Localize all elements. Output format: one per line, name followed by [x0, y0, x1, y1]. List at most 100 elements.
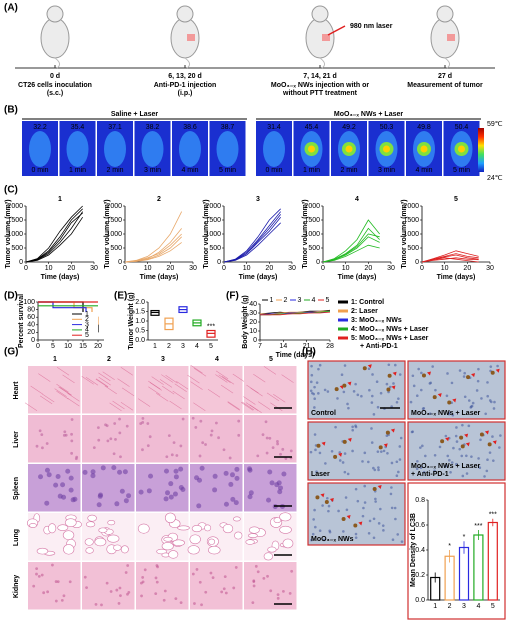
nucleus — [193, 602, 196, 605]
nucleus — [126, 564, 130, 567]
y-axis-label: Body Weight (g) — [242, 295, 249, 349]
nucleus — [448, 458, 451, 462]
nucleus — [372, 466, 375, 470]
nucleus — [343, 364, 347, 367]
arrow — [347, 381, 352, 386]
nucleus — [372, 517, 376, 521]
lc3b-stain — [459, 435, 464, 440]
nucleus — [56, 580, 60, 584]
nucleus — [46, 472, 52, 478]
nucleus — [170, 453, 174, 457]
nucleus — [117, 601, 121, 605]
nucleus — [422, 470, 426, 474]
nucleus — [422, 407, 426, 410]
nucleus — [96, 502, 102, 508]
nucleus — [199, 465, 205, 471]
nucleus — [96, 426, 100, 430]
nucleus — [265, 436, 269, 440]
fiber — [120, 401, 134, 411]
y-tick-label: 0 — [253, 337, 257, 344]
series-line — [25, 205, 83, 263]
nucleus — [35, 572, 38, 576]
nucleus — [111, 465, 117, 471]
nucleus — [277, 485, 283, 491]
nucleus — [141, 576, 145, 579]
fiber — [85, 376, 99, 386]
nucleus — [146, 444, 150, 448]
y-axis-label: Tumor volume (mm³) — [5, 199, 12, 268]
arrow — [445, 437, 450, 442]
x-tick-label: 10 — [342, 265, 350, 272]
nucleus — [318, 363, 322, 367]
nucleus — [344, 496, 348, 499]
time-label: 0 min — [265, 167, 282, 174]
y-axis-label: Tumor volume (mm³) — [302, 199, 309, 268]
legend-label: 2: Laser — [351, 308, 378, 315]
nucleus — [313, 508, 316, 512]
nucleus — [143, 568, 147, 572]
tissue-image — [136, 366, 189, 414]
nucleus — [444, 464, 448, 468]
group-title: MoO₃₋ₓ NWs + Laser — [334, 111, 403, 118]
nucleus — [224, 591, 228, 595]
legend-label: 2 — [85, 316, 89, 323]
x-tick-label: 0 — [222, 265, 226, 272]
fiber — [39, 395, 53, 405]
y-tick-label: 2000 — [403, 203, 419, 210]
alveolus — [248, 533, 258, 538]
nucleus — [125, 424, 129, 428]
alveolus — [62, 530, 75, 540]
nucleus — [68, 487, 74, 493]
timeline-desc: (s.c.) — [47, 90, 63, 97]
alveolus — [263, 552, 273, 561]
bar — [444, 555, 455, 601]
legend-label: 4 — [85, 327, 89, 334]
alveolus — [29, 523, 37, 528]
x-axis-label: Time (days) — [338, 274, 377, 281]
series-line — [322, 233, 380, 263]
column-label: 5 — [269, 356, 273, 363]
series-line — [421, 254, 479, 263]
alveolus — [164, 512, 176, 524]
series-line — [421, 257, 479, 263]
fiber — [266, 392, 280, 402]
nucleus — [68, 475, 74, 481]
nucleus — [315, 381, 319, 384]
x-tick-label: 30 — [189, 265, 197, 272]
ihc-label: MoO₃₋ₓ NWs + Laser — [411, 410, 480, 417]
hot-spot-core — [420, 145, 428, 153]
legend-label: 1 — [85, 311, 89, 318]
fiber — [104, 385, 117, 395]
nucleus — [155, 580, 159, 584]
nucleus — [493, 400, 496, 404]
x-tick-label: 0 — [123, 265, 127, 272]
nucleus — [124, 571, 128, 574]
arrow — [492, 440, 497, 445]
fiber — [241, 401, 255, 411]
fiber — [112, 400, 125, 410]
nucleus — [318, 451, 322, 455]
nucleus — [123, 498, 129, 504]
fiber — [263, 366, 277, 375]
nucleus — [363, 484, 367, 488]
alveolus — [208, 538, 216, 545]
tumor-site — [447, 34, 455, 41]
alveolus — [63, 544, 75, 555]
nucleus — [461, 474, 465, 478]
alveolus — [48, 523, 57, 534]
nucleus — [433, 469, 436, 473]
nucleus — [248, 490, 254, 496]
time-label: 3 min — [144, 167, 161, 174]
nucleus — [368, 388, 371, 392]
fiber — [281, 374, 294, 383]
nucleus — [395, 474, 399, 478]
nucleus — [94, 602, 98, 606]
nucleus — [62, 433, 66, 437]
nucleus — [173, 468, 179, 474]
nucleus — [38, 429, 42, 433]
nucleus — [62, 594, 66, 598]
nucleus — [312, 518, 315, 521]
x-tick-label: 5 — [209, 343, 213, 350]
nucleus — [434, 388, 437, 392]
nucleus — [458, 369, 462, 372]
